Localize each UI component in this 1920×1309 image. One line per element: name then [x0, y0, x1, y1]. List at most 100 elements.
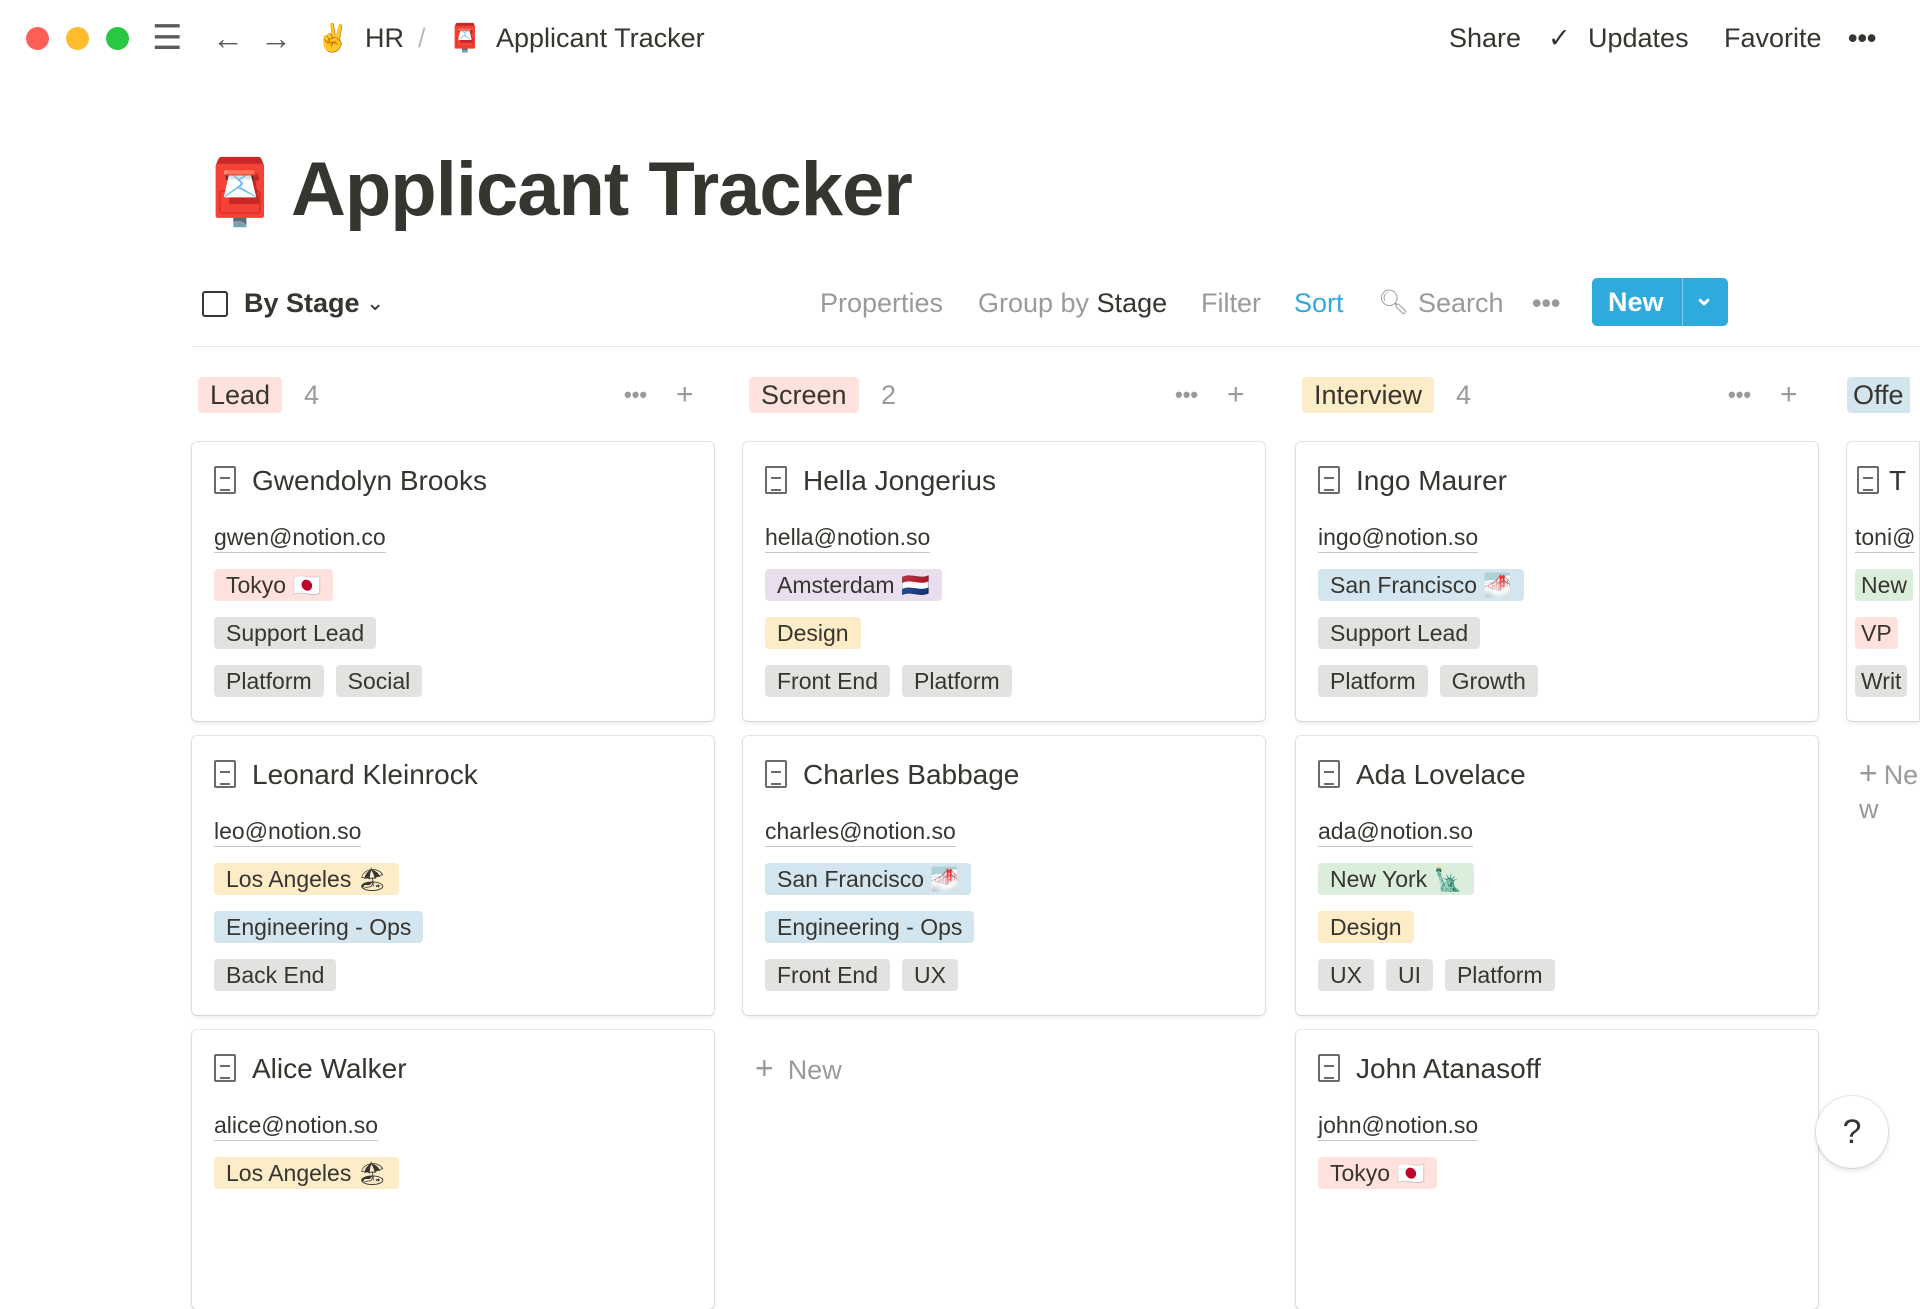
tag-row: Design [1318, 911, 1414, 943]
maximize-window-button[interactable] [106, 27, 129, 50]
breadcrumb-workspace[interactable]: HR [365, 23, 404, 53]
tag-row: Back End [214, 959, 337, 991]
column-more-icon[interactable]: ••• [1728, 382, 1752, 407]
minimize-window-button[interactable] [66, 27, 89, 50]
stage-label[interactable]: Lead [198, 377, 283, 413]
tag-row: UX UI Platform [1318, 959, 1555, 991]
tag-row: New York 🗽 [1318, 863, 1475, 895]
updates-button[interactable]: Updates [1588, 23, 1689, 53]
board-column-interview: Interview 4 ••• + Ingo Maurer ingo@notion.so S… [1296, 370, 1818, 1309]
card-email[interactable]: ingo@notion.so [1318, 522, 1479, 553]
page-icon [1318, 760, 1340, 788]
page-title[interactable]: Applicant Tracker [291, 147, 913, 232]
tag-row: VP [1855, 617, 1898, 649]
applicant-card[interactable]: John Atanasoff john@notion.so Tokyo 🇯🇵 [1296, 1030, 1818, 1309]
board-column-screen: Screen 2 ••• + Hella Jongerius hella@notion.s… [743, 370, 1265, 1086]
add-new-card-button[interactable]: + New [755, 1050, 842, 1087]
applicant-card[interactable]: Leonard Kleinrock leo@notion.so Los Angele… [192, 736, 714, 1015]
mailbox-icon: 📮 [448, 23, 482, 53]
applicant-card[interactable]: Alice Walker alice@notion.so Los Angeles 🏖 [192, 1030, 714, 1309]
tag: Design [765, 617, 861, 649]
tag: Los Angeles 🏖 [214, 863, 399, 895]
card-email[interactable]: charles@notion.so [765, 816, 956, 847]
breadcrumb-page[interactable]: Applicant Tracker [496, 23, 705, 53]
applicant-card[interactable]: Ada Lovelace ada@notion.so New York 🗽 Desig… [1296, 736, 1818, 1015]
chevron-down-icon[interactable]: ⌄ [366, 290, 385, 315]
properties-button[interactable]: Properties [820, 288, 944, 318]
help-button[interactable]: ? [1816, 1096, 1888, 1168]
tag: UX [1318, 959, 1374, 991]
stage-label[interactable]: Screen [749, 377, 859, 413]
card-name: Ingo Maurer [1356, 465, 1507, 496]
column-add-icon[interactable]: + [1780, 378, 1798, 411]
tag: UX [902, 959, 958, 991]
card-email[interactable]: ada@notion.so [1318, 816, 1474, 847]
stage-label[interactable]: Offe [1847, 377, 1910, 413]
add-new-card-button[interactable]: + New [1859, 756, 1920, 826]
card-email[interactable]: alice@notion.so [214, 1110, 378, 1141]
column-add-icon[interactable]: + [1227, 378, 1245, 411]
card-email[interactable]: leo@notion.so [214, 816, 362, 847]
tag-row: Engineering - Ops [214, 911, 424, 943]
group-by-button[interactable]: Group by Stage [978, 284, 1167, 322]
tag: Writ [1855, 665, 1908, 697]
share-button[interactable]: Share [1449, 23, 1522, 53]
stage-label[interactable]: Interview [1302, 377, 1435, 413]
close-window-button[interactable] [26, 27, 49, 50]
applicant-card[interactable]: Gwendolyn Brooks gwen@notion.co Tokyo 🇯🇵 Su… [192, 442, 714, 721]
card-email[interactable]: john@notion.so [1318, 1110, 1479, 1141]
button-divider [1682, 278, 1683, 326]
tag: New [1855, 569, 1914, 601]
tag: San Francisco 🌁 [765, 863, 972, 895]
more-view-options-icon[interactable]: ••• [1532, 288, 1561, 318]
column-header: Offe [1847, 370, 1919, 420]
tag-row: Design [765, 617, 861, 649]
tag-row: Writ [1855, 665, 1908, 697]
tag-row: Support Lead [214, 617, 377, 649]
search-icon: 🔍︎ [1378, 289, 1409, 316]
tag: Los Angeles 🏖 [214, 1157, 399, 1189]
applicant-card[interactable]: Hella Jongerius hella@notion.so Amsterdam … [743, 442, 1265, 721]
card-name: Charles Babbage [803, 759, 1020, 790]
card-email[interactable]: toni@ [1855, 522, 1916, 553]
tag: Design [1318, 911, 1414, 943]
menu-icon[interactable]: ☰ [152, 19, 183, 57]
tag-row: San Francisco 🌁 [1318, 569, 1525, 601]
tag-row: Amsterdam 🇳🇱 [765, 569, 942, 601]
page-icon [1318, 1054, 1340, 1082]
column-more-icon[interactable]: ••• [624, 382, 648, 407]
applicant-card[interactable]: Charles Babbage charles@notion.so San Fran… [743, 736, 1265, 1015]
tag: Social [335, 665, 423, 697]
new-button[interactable]: New [1608, 287, 1664, 317]
card-name: Alice Walker [252, 1053, 407, 1084]
new-dropdown-chevron-icon[interactable]: ⌄ [1694, 284, 1715, 311]
tag: Back End [214, 959, 337, 991]
column-more-icon[interactable]: ••• [1175, 382, 1199, 407]
tag: Platform [1444, 959, 1555, 991]
card-name: T [1889, 465, 1907, 496]
search-button[interactable]: Search [1418, 288, 1504, 318]
sort-button[interactable]: Sort [1294, 288, 1344, 318]
tag-row: New [1855, 569, 1914, 601]
new-button-group: New ⌄ [1592, 278, 1728, 326]
card-email[interactable]: hella@notion.so [765, 522, 931, 553]
card-name: John Atanasoff [1356, 1053, 1541, 1084]
column-add-icon[interactable]: + [676, 378, 694, 411]
page-emoji-icon[interactable]: 📮 [200, 156, 280, 228]
favorite-button[interactable]: Favorite [1724, 23, 1822, 53]
more-options-icon[interactable]: ••• [1848, 23, 1877, 53]
forward-arrow-icon[interactable]: → [260, 20, 292, 56]
view-selector[interactable]: By Stage [244, 288, 360, 318]
tag-row: Platform Growth [1318, 665, 1538, 697]
tag: San Francisco 🌁 [1318, 569, 1525, 601]
tag: Platform [214, 665, 324, 697]
tag-row: San Francisco 🌁 [765, 863, 972, 895]
applicant-card[interactable]: Ingo Maurer ingo@notion.so San Francisco 🌁… [1296, 442, 1818, 721]
page-icon [214, 466, 236, 494]
card-email[interactable]: gwen@notion.co [214, 522, 386, 553]
page-icon [1318, 466, 1340, 494]
filter-button[interactable]: Filter [1201, 288, 1261, 318]
tag-row: Engineering - Ops [765, 911, 975, 943]
back-arrow-icon[interactable]: ← [212, 20, 244, 56]
